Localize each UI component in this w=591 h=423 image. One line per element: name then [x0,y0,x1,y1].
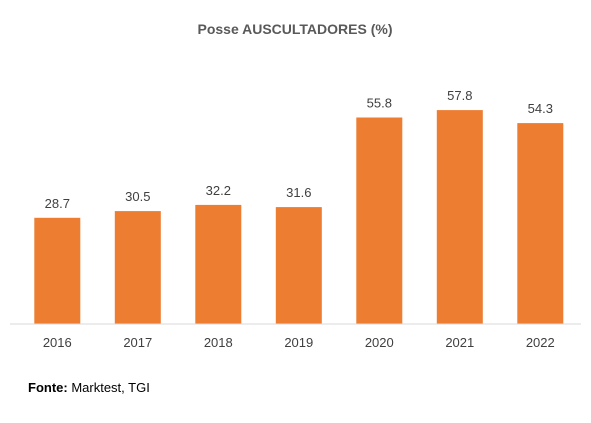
source-label: Fonte: [28,380,68,395]
bar-2021 [436,110,483,324]
data-label-2016: 28.7 [45,196,70,211]
data-label-2017: 30.5 [125,189,150,204]
bar-2020 [356,117,403,324]
x-tick-label-2021: 2021 [445,335,474,350]
bar-2016 [34,217,81,324]
x-tick-label-2018: 2018 [204,335,233,350]
data-labels-group: 28.7 30.5 32.2 31.6 55.8 57.8 54.3 [45,88,553,211]
data-label-2019: 31.6 [286,185,311,200]
x-tick-labels-group: 2016 2017 2018 2019 2020 2021 2022 [43,335,555,350]
x-tick-label-2022: 2022 [526,335,555,350]
bars-group [34,110,564,324]
x-tick-label-2017: 2017 [123,335,152,350]
x-tick-label-2019: 2019 [284,335,313,350]
source-text: Marktest, TGI [67,380,150,395]
bar-2022 [517,123,564,324]
x-tick-label-2020: 2020 [365,335,394,350]
bar-2017 [114,211,161,324]
bar-2019 [275,207,322,324]
data-label-2021: 57.8 [447,88,472,103]
bar-2018 [195,204,242,324]
data-label-2022: 54.3 [528,101,553,116]
source-note: Fonte: Marktest, TGI [28,380,150,395]
chart-title: Posse AUSCULTADORES (%) [198,21,393,37]
x-tick-label-2016: 2016 [43,335,72,350]
data-label-2018: 32.2 [206,183,231,198]
data-label-2020: 55.8 [367,96,392,111]
